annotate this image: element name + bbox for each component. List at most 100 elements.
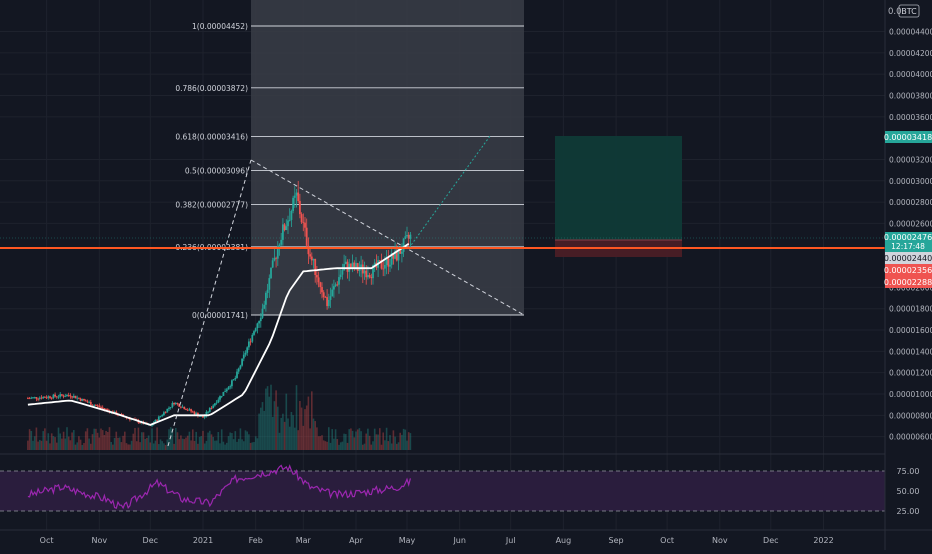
volume-bar xyxy=(112,444,114,450)
price-axis-ticks: 0.00004400 0.00004200 0.00004000 0.00003800… xyxy=(889,28,932,442)
candle-body xyxy=(334,284,337,287)
volume-bar xyxy=(266,386,269,450)
volume-bar xyxy=(219,443,221,450)
volume-bar xyxy=(52,436,55,450)
time-tick-label: Feb xyxy=(249,536,263,545)
volume-bar xyxy=(96,432,99,450)
candle-body xyxy=(71,396,73,398)
candle-body xyxy=(370,276,373,279)
volume-bar xyxy=(288,426,291,450)
candle-body xyxy=(101,407,104,409)
candle-body xyxy=(356,263,359,271)
candle-body xyxy=(304,222,306,228)
volume-bar xyxy=(317,436,320,450)
candle-body xyxy=(283,224,286,231)
rsi-line xyxy=(27,464,411,510)
volume-bar xyxy=(234,431,237,450)
candle-body xyxy=(166,408,169,413)
candle-body xyxy=(49,396,51,398)
volume-bar xyxy=(373,428,376,450)
volume-bar xyxy=(91,434,94,450)
volume-bar xyxy=(129,444,131,450)
target-zone[interactable] xyxy=(555,136,682,240)
volume-bar xyxy=(253,442,255,450)
time-tick-label: Dec xyxy=(143,536,158,545)
candle-body xyxy=(195,413,198,415)
fib-level-label: 0.5(0.00003096) xyxy=(185,167,248,176)
volume-bar xyxy=(156,427,158,450)
candle-body xyxy=(324,297,327,298)
volume-bar xyxy=(226,442,228,450)
volume-bar xyxy=(120,442,123,450)
volume-bar xyxy=(142,432,145,450)
candle-body xyxy=(50,397,53,399)
price-tick-label: 0.00003600 xyxy=(889,113,932,122)
candle-body xyxy=(222,391,225,396)
dashed-rally-line xyxy=(167,159,252,447)
volume-bar xyxy=(263,410,265,450)
volume-bar xyxy=(319,436,322,450)
volume-bar xyxy=(50,433,53,450)
stop-lower-tag xyxy=(885,276,932,288)
volume-bar xyxy=(282,413,284,450)
time-tick-label: Apr xyxy=(349,536,364,545)
volume-bar xyxy=(382,432,384,450)
candle-body xyxy=(341,270,344,275)
candle-body xyxy=(302,222,305,224)
volume-bar xyxy=(251,442,254,450)
candle-body xyxy=(55,396,58,398)
candle-body xyxy=(237,368,240,372)
volume-bar xyxy=(360,431,362,450)
candle-body xyxy=(409,234,412,239)
volume-bar xyxy=(312,418,315,450)
candle-body xyxy=(234,377,237,380)
candle-body xyxy=(174,402,177,405)
candle-body xyxy=(198,415,201,417)
volume-bar xyxy=(358,428,361,450)
candle-body xyxy=(307,245,310,255)
volume-bar xyxy=(83,443,85,450)
volume-bar xyxy=(336,439,339,450)
rsi-tick-label: 25.00 xyxy=(897,507,920,516)
volume-bar xyxy=(334,429,337,450)
candle-body xyxy=(203,415,206,418)
volume-bar xyxy=(322,440,325,450)
time-tick-label: 2022 xyxy=(813,536,833,545)
volume-bar xyxy=(394,436,396,450)
volume-bar xyxy=(195,431,197,450)
descending-trendline[interactable] xyxy=(250,159,525,316)
candle-body xyxy=(346,261,349,272)
price-tick-label: 0.00003800 xyxy=(889,92,932,101)
currency-badge[interactable]: BTC xyxy=(901,7,917,16)
candle-body xyxy=(321,287,323,293)
candle-body xyxy=(326,297,328,307)
candle-body xyxy=(154,419,157,423)
candle-body xyxy=(331,289,334,297)
candle-body xyxy=(316,275,318,278)
volume-bar xyxy=(356,429,359,450)
candle-body xyxy=(256,323,259,329)
candle-body xyxy=(254,328,257,332)
fib-retracement-zone[interactable] xyxy=(251,0,524,315)
currency-badge-frame[interactable] xyxy=(898,4,920,18)
candle-body xyxy=(183,406,186,410)
volume-bar xyxy=(30,430,33,450)
volume-bar xyxy=(380,444,383,450)
candle-body xyxy=(37,398,39,400)
volume-bar xyxy=(232,439,235,450)
volume-bar xyxy=(141,432,143,450)
price-tick-label: 0.00001600 xyxy=(889,326,932,335)
volume-bar xyxy=(248,434,250,450)
volume-bar xyxy=(385,427,388,450)
candle-body xyxy=(83,398,85,401)
volume-bar xyxy=(277,406,279,450)
candle-body xyxy=(30,397,33,399)
volume-bar xyxy=(207,432,209,450)
volume-bar xyxy=(163,443,165,450)
volume-bar xyxy=(409,433,412,450)
volume-bar xyxy=(47,433,50,450)
volume-bar xyxy=(118,437,121,450)
volume-bar xyxy=(117,437,119,450)
volume-bar xyxy=(348,429,350,450)
